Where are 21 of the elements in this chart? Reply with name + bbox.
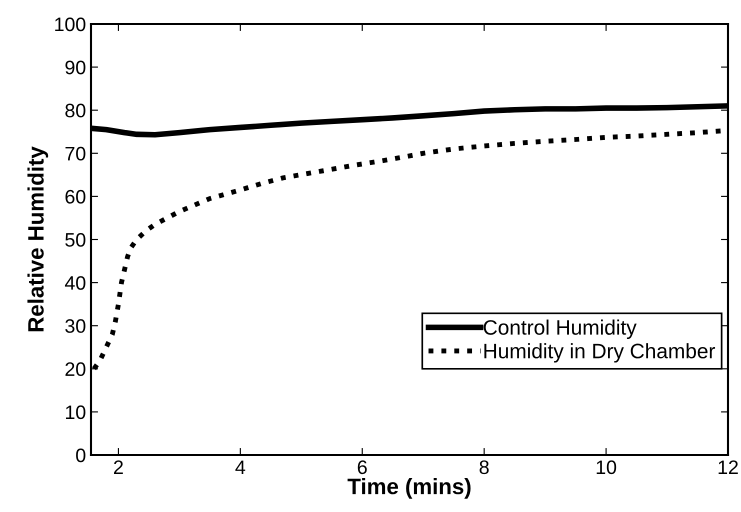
x-tick-label: 8 (480, 460, 489, 474)
y-axis-title: Relative Humidity (27, 146, 48, 332)
x-tick-label: 4 (235, 460, 246, 474)
y-tick-label: 100 (55, 17, 86, 32)
y-tick-label: 0 (76, 448, 86, 462)
x-tick-label: 2 (114, 460, 123, 474)
x-tick-label: 12 (718, 460, 738, 474)
legend-label: Control Humidity (484, 320, 637, 339)
y-tick-label: 20 (65, 362, 86, 376)
y-tick-label: 90 (65, 60, 86, 74)
y-tick-label: 60 (66, 190, 86, 204)
x-tick-label: 10 (596, 460, 616, 474)
x-tick-label: 6 (358, 460, 367, 474)
y-tick-label: 30 (65, 319, 86, 333)
y-tick-label: 40 (64, 276, 86, 290)
y-tick-label: 80 (65, 104, 86, 118)
legend-label: Humidity in Dry Chamber (484, 343, 716, 363)
y-tick-label: 50 (65, 232, 86, 247)
x-axis-title: Time (mins) (348, 478, 471, 499)
y-tick-label: 70 (66, 146, 86, 161)
y-tick-label: 10 (66, 405, 86, 420)
